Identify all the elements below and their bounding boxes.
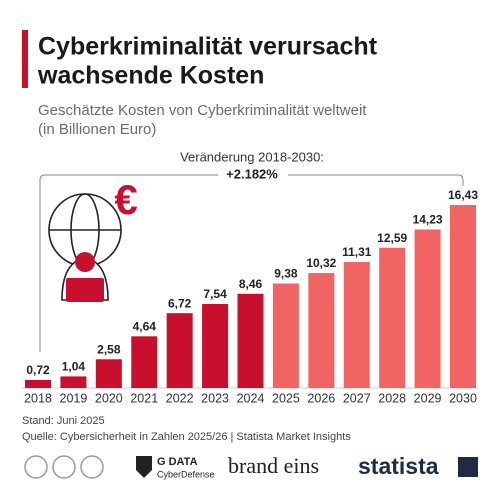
source: Quelle: Cybersicherheit in Zahlen 2025/2… — [22, 431, 351, 443]
value-label: 1,04 — [62, 360, 86, 374]
value-label: 2,58 — [97, 342, 121, 356]
logo: G DATA — [157, 456, 198, 468]
value-label: 7,54 — [203, 287, 227, 301]
value-label: 12,59 — [377, 231, 407, 245]
accent-bar — [22, 30, 28, 88]
x-tick-label: 2028 — [378, 391, 406, 405]
subtitle: Geschätzte Kosten von Cyberkriminalität … — [38, 102, 367, 119]
value-label: 8,46 — [239, 277, 263, 291]
statista-icon — [458, 457, 478, 477]
chart-title: wachsende Kosten — [37, 62, 264, 90]
license-icons — [25, 456, 103, 478]
logo: brand eins — [228, 453, 319, 478]
svg-text:€: € — [114, 176, 137, 223]
x-tick-label: 2027 — [343, 391, 371, 405]
x-tick-label: 2029 — [414, 391, 442, 405]
x-tick-label: 2021 — [130, 391, 158, 405]
bar — [379, 248, 405, 388]
x-tick-label: 2024 — [237, 391, 265, 405]
subtitle: (in Billionen Euro) — [38, 121, 156, 138]
value-label: 10,32 — [306, 256, 336, 270]
x-tick-label: 2023 — [201, 391, 229, 405]
value-label: 4,64 — [133, 319, 157, 333]
logo: statista — [358, 453, 439, 479]
note: Stand: Juni 2025 — [22, 415, 105, 427]
chart: Cyberkriminalität verursacht wachsende K… — [0, 0, 488, 488]
annotation: +2.182% — [226, 166, 278, 181]
bar — [308, 273, 334, 388]
bar — [273, 284, 299, 388]
bar — [96, 359, 122, 388]
gdata-icon — [136, 456, 152, 478]
bar — [238, 294, 264, 388]
bar — [131, 336, 157, 388]
x-tick-label: 2018 — [24, 391, 52, 405]
bar — [25, 380, 51, 388]
value-label: 0,72 — [26, 363, 50, 377]
bar — [202, 304, 228, 388]
x-tick-label: 2019 — [60, 391, 88, 405]
bar — [450, 205, 476, 388]
annotation: Veränderung 2018-2030: — [180, 149, 324, 164]
illustration: € — [49, 176, 138, 302]
value-label: 9,38 — [274, 267, 298, 281]
x-tick-label: 2025 — [272, 391, 300, 405]
x-tick-label: 2030 — [449, 391, 477, 405]
value-label: 11,31 — [342, 245, 372, 259]
value-label: 6,72 — [168, 296, 192, 310]
x-tick-label: 2026 — [307, 391, 335, 405]
x-tick-label: 2022 — [166, 391, 194, 405]
logo: CyberDefense — [157, 469, 215, 479]
value-label: 14,23 — [413, 213, 443, 227]
value-label: 16,43 — [448, 188, 478, 202]
bar — [344, 262, 370, 388]
bar — [60, 376, 86, 388]
bar — [167, 313, 193, 388]
x-tick-label: 2020 — [95, 391, 123, 405]
bar — [415, 230, 441, 388]
chart-title: Cyberkriminalität verursacht — [38, 33, 378, 61]
